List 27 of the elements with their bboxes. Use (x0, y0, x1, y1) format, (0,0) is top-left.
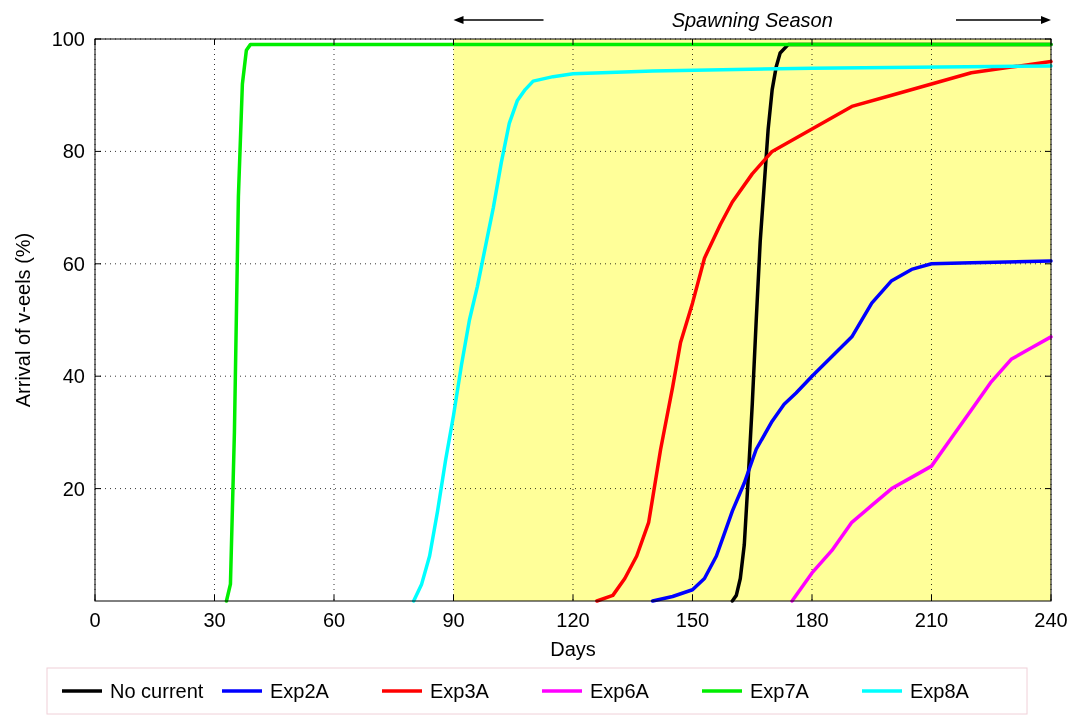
y-tick-label: 20 (62, 477, 85, 500)
y-tick-label: 80 (62, 140, 85, 163)
legend-label: Exp6A (590, 680, 650, 702)
band-label: Spawning Season (671, 9, 833, 31)
legend-label: Exp7A (750, 680, 810, 702)
y-axis-title: Arrival of v-eels (%) (12, 232, 34, 408)
line-series (595, 59, 1053, 603)
legend-label: No current (110, 680, 204, 702)
legend-label: Exp3A (430, 680, 490, 702)
y-tick-label: 40 (62, 365, 85, 388)
line-series (790, 335, 1053, 603)
x-tick-label: 60 (322, 609, 346, 631)
x-tick-label: 30 (203, 609, 226, 631)
line-series (224, 42, 1053, 603)
x-tick-label: 210 (914, 609, 949, 631)
x-tick-label: 0 (89, 609, 101, 631)
x-tick-label: 240 (1034, 609, 1068, 631)
x-tick-label: 150 (675, 609, 710, 631)
line-series (650, 259, 1053, 603)
x-axis-title: Days (550, 638, 596, 660)
y-tick-label: 60 (62, 252, 85, 275)
x-tick-label: 180 (795, 609, 829, 631)
x-tick-label: 120 (556, 609, 590, 631)
legend-label: Exp8A (910, 680, 970, 702)
legend-label: Exp2A (270, 680, 330, 702)
x-tick-label: 90 (442, 609, 465, 631)
y-tick-label: 100 (51, 28, 85, 50)
